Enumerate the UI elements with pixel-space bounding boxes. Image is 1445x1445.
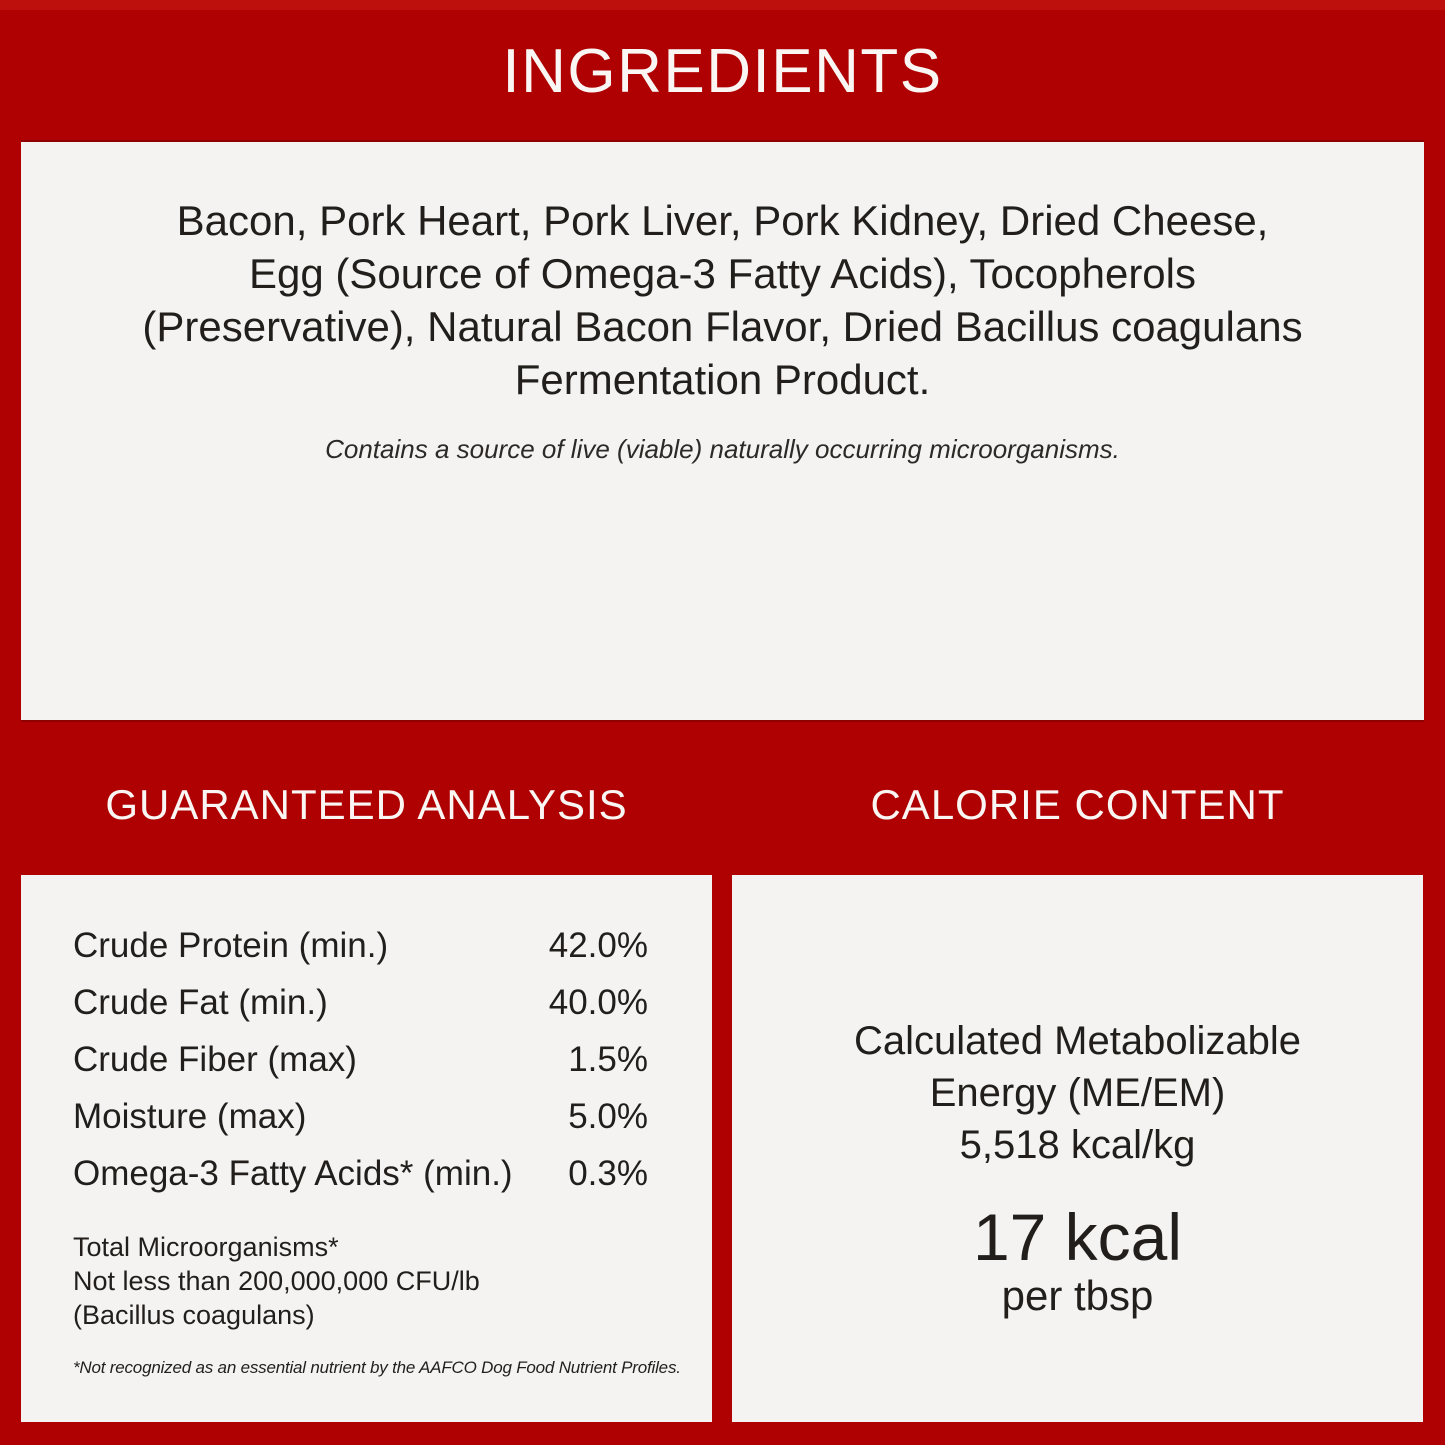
calorie-content-heading-cell: CALORIE CONTENT	[732, 781, 1423, 829]
analysis-value: 1.5%	[568, 1040, 648, 1079]
analysis-row-moisture: Moisture (max) 5.0%	[73, 1088, 648, 1145]
analysis-label: Crude Fiber (max)	[73, 1040, 357, 1079]
analysis-label: Crude Protein (min.)	[73, 926, 389, 965]
analysis-row-omega3: Omega-3 Fatty Acids* (min.) 0.3%	[73, 1145, 648, 1202]
analysis-label: Omega-3 Fatty Acids* (min.)	[73, 1154, 513, 1193]
analysis-label: Moisture (max)	[73, 1097, 307, 1136]
ingredients-title: INGREDIENTS	[502, 36, 943, 106]
bottom-panels: Crude Protein (min.) 42.0% Crude Fat (mi…	[21, 875, 1424, 1422]
analysis-value: 42.0%	[548, 926, 648, 965]
analysis-label: Crude Fat (min.)	[73, 983, 328, 1022]
ingredients-text-line-1: Bacon, Pork Heart, Pork Liver, Pork Kidn…	[176, 197, 1269, 244]
total-microorganisms-block: Total Microorganisms* Not less than 200,…	[73, 1230, 648, 1332]
analysis-row-crude-fiber: Crude Fiber (max) 1.5%	[73, 1031, 648, 1088]
calorie-content-panel: Calculated Metabolizable Energy (ME/EM) …	[732, 875, 1423, 1422]
analysis-value: 40.0%	[548, 983, 648, 1022]
kcal-per-serving-unit: per tbsp	[1001, 1272, 1154, 1319]
analysis-row-crude-protein: Crude Protein (min.) 42.0%	[73, 917, 648, 974]
section-heading-band: GUARANTEED ANALYSIS CALORIE CONTENT	[0, 720, 1445, 875]
guaranteed-analysis-heading-cell: GUARANTEED ANALYSIS	[21, 781, 712, 829]
guaranteed-analysis-title: GUARANTEED ANALYSIS	[105, 780, 628, 828]
metabolizable-energy-line-1: Calculated Metabolizable	[854, 1019, 1301, 1063]
analysis-value: 0.3%	[568, 1154, 648, 1193]
microorganisms-note: Contains a source of live (viable) natur…	[325, 434, 1120, 464]
guaranteed-analysis-panel: Crude Protein (min.) 42.0% Crude Fat (mi…	[21, 875, 712, 1422]
analysis-row-crude-fat: Crude Fat (min.) 40.0%	[73, 974, 648, 1031]
analysis-value: 5.0%	[568, 1097, 648, 1136]
calorie-content-title: CALORIE CONTENT	[870, 780, 1285, 828]
ingredients-panel: Bacon, Pork Heart, Pork Liver, Pork Kidn…	[21, 142, 1424, 720]
ingredients-text-line-3: (Preservative), Natural Bacon Flavor, Dr…	[142, 303, 1303, 350]
total-microorganisms-line-1: Total Microorganisms*	[73, 1232, 339, 1262]
kcal-per-kg-value: 5,518 kcal/kg	[959, 1123, 1196, 1167]
total-microorganisms-line-3: (Bacillus coagulans)	[73, 1300, 315, 1330]
ingredients-text-line-4: Fermentation Product.	[514, 356, 931, 403]
aafco-footnote: *Not recognized as an essential nutrient…	[73, 1358, 681, 1377]
ingredients-title-band: INGREDIENTS	[0, 0, 1445, 142]
metabolizable-energy-line-2: Energy (ME/EM)	[929, 1071, 1226, 1115]
total-microorganisms-line-2: Not less than 200,000,000 CFU/lb	[73, 1266, 480, 1296]
kcal-per-serving-value: 17 kcal	[972, 1200, 1183, 1274]
ingredients-text-line-2: Egg (Source of Omega-3 Fatty Acids), Toc…	[248, 250, 1196, 297]
